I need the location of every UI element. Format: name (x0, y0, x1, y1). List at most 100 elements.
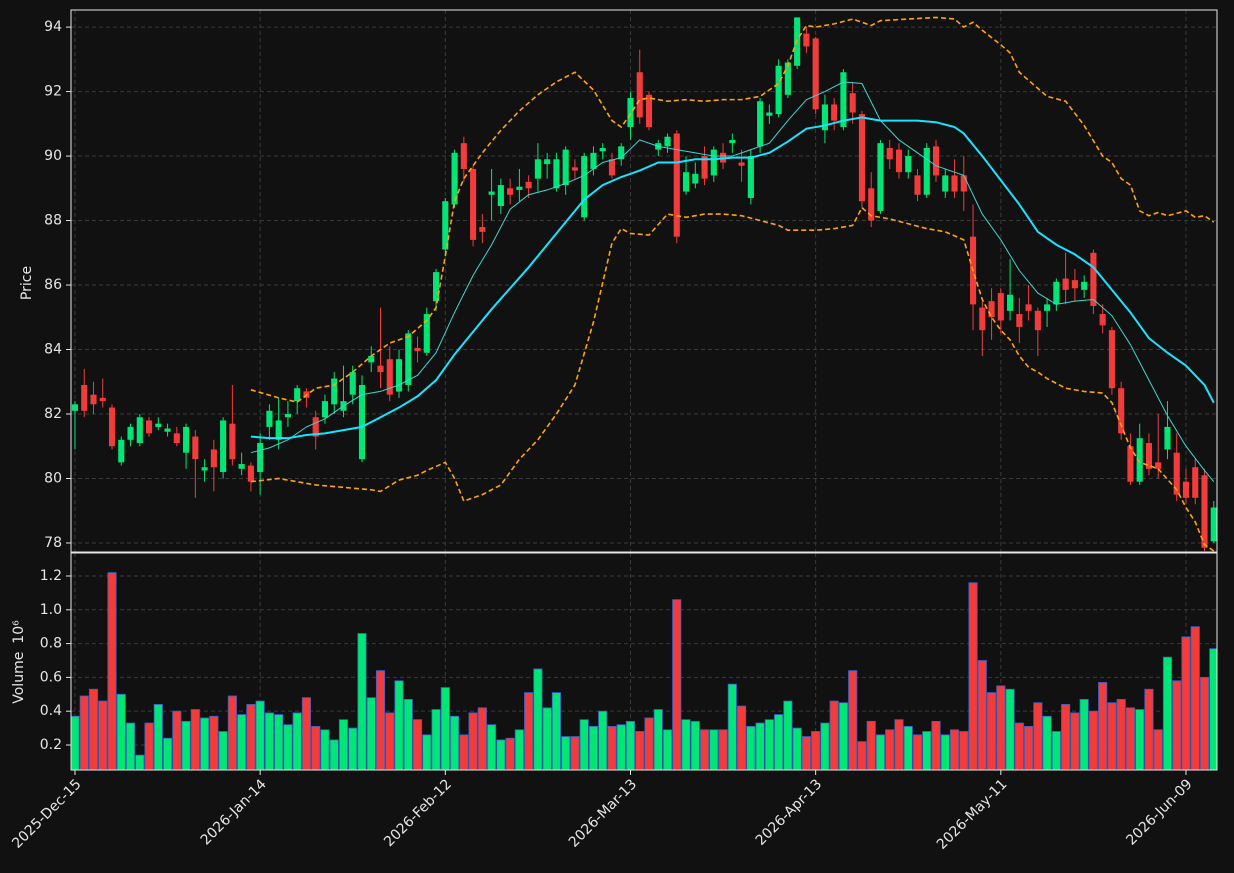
x-tick-label: 2026-May-11 (934, 776, 1011, 853)
volume-bar (505, 737, 515, 770)
candle-body (534, 159, 541, 179)
candle-body (1182, 481, 1190, 498)
candle-body (145, 420, 153, 434)
volume-bar (635, 731, 645, 770)
volume-bar (107, 572, 117, 770)
volume-bar (533, 668, 543, 770)
volume-bar (1014, 722, 1024, 770)
volume-bar (496, 739, 506, 770)
volume-bar (246, 704, 256, 770)
volume-bar (79, 695, 89, 770)
plot-area (71, 572, 1217, 770)
volume-bar (1135, 709, 1145, 770)
volume-bar (1162, 656, 1173, 770)
indicator-line (250, 116, 1215, 440)
candle-body (960, 175, 967, 192)
candle-body (618, 146, 625, 160)
y-tick-label: 94 (44, 19, 62, 35)
volume-bar (338, 719, 349, 770)
volume-bar (227, 695, 237, 770)
indicator-line (250, 206, 1215, 552)
candle-body (914, 175, 921, 195)
volume-bar (255, 700, 265, 770)
volume-bar (1172, 680, 1182, 770)
volume-bar (986, 692, 997, 770)
volume-bar (801, 736, 811, 770)
volume-bar (153, 704, 163, 770)
y-tick-label: 92 (44, 84, 62, 100)
candle-body (1062, 278, 1069, 290)
volume-bar (200, 717, 210, 770)
volume-bar (894, 719, 904, 770)
volume-bar (237, 714, 247, 770)
y-scale-label: 10⁶ (11, 620, 27, 644)
candle-body (173, 433, 180, 444)
candle-body (1145, 443, 1153, 469)
volume-bar (588, 725, 599, 770)
candle-body (997, 293, 1004, 321)
candle-body (1173, 452, 1180, 495)
candle-body (108, 407, 116, 447)
volume-bar (838, 702, 848, 770)
candle-body (979, 307, 986, 331)
indicator-line (250, 16, 1215, 403)
volume-bar (1144, 688, 1154, 770)
volume-bar (737, 705, 747, 770)
candle-body (192, 436, 199, 460)
volume-bar (88, 688, 99, 770)
volume-bar (1051, 731, 1061, 770)
candle-body (71, 404, 79, 411)
candle-body (164, 428, 171, 432)
x-tick-label: 2026-Jan-14 (198, 776, 270, 848)
volume-bar (746, 725, 756, 770)
volume-bar (681, 719, 691, 770)
candle-body (118, 439, 125, 463)
y-axis-label-text: Volume (11, 652, 27, 704)
candle-body (1090, 252, 1097, 306)
volume-bar (672, 599, 682, 770)
candle-body (220, 420, 227, 473)
candle-body (1108, 330, 1115, 389)
volume-bar (394, 680, 404, 770)
volume-bar (385, 712, 395, 770)
candle-body (470, 168, 477, 240)
volume-bar (996, 685, 1006, 770)
volume-bar (1181, 636, 1191, 770)
candle-body (266, 410, 273, 427)
volume-bar (968, 582, 978, 770)
x-tick-label: 2026-Mar-13 (566, 776, 640, 850)
candle-body (497, 185, 504, 207)
volume-bar (375, 670, 386, 770)
volume-bar (922, 731, 932, 770)
volume-bar (366, 697, 376, 770)
candle-body (682, 172, 690, 192)
volume-bar (1079, 698, 1089, 770)
candle-body (673, 133, 680, 237)
candle-body (488, 191, 495, 195)
volume-bar (662, 729, 673, 770)
candle-body (1118, 388, 1125, 434)
candle-body (247, 465, 254, 482)
y-tick-label: 1.0 (40, 602, 62, 618)
candle-body (1192, 467, 1199, 498)
candle-body (544, 159, 551, 165)
volume-bar (422, 734, 432, 770)
candle-body (766, 112, 773, 116)
candle-body (636, 72, 643, 118)
volume-bar (1153, 729, 1163, 770)
candle-body (812, 38, 819, 110)
candle-body (627, 98, 634, 128)
volume-bar (561, 736, 571, 770)
candle-body (664, 136, 671, 147)
y-tick-label: 0.4 (40, 703, 62, 719)
candle-body (571, 167, 578, 171)
volume-bar (190, 709, 200, 770)
volume-bar (209, 715, 219, 770)
candle-body (442, 201, 449, 250)
volume-bar (903, 725, 913, 770)
y-tick-label: 0.8 (40, 636, 62, 652)
candle-body (581, 156, 588, 218)
candle-body (127, 426, 134, 440)
volume-bar (274, 714, 284, 770)
x-tick-label: 2026-Apr-13 (753, 776, 826, 849)
